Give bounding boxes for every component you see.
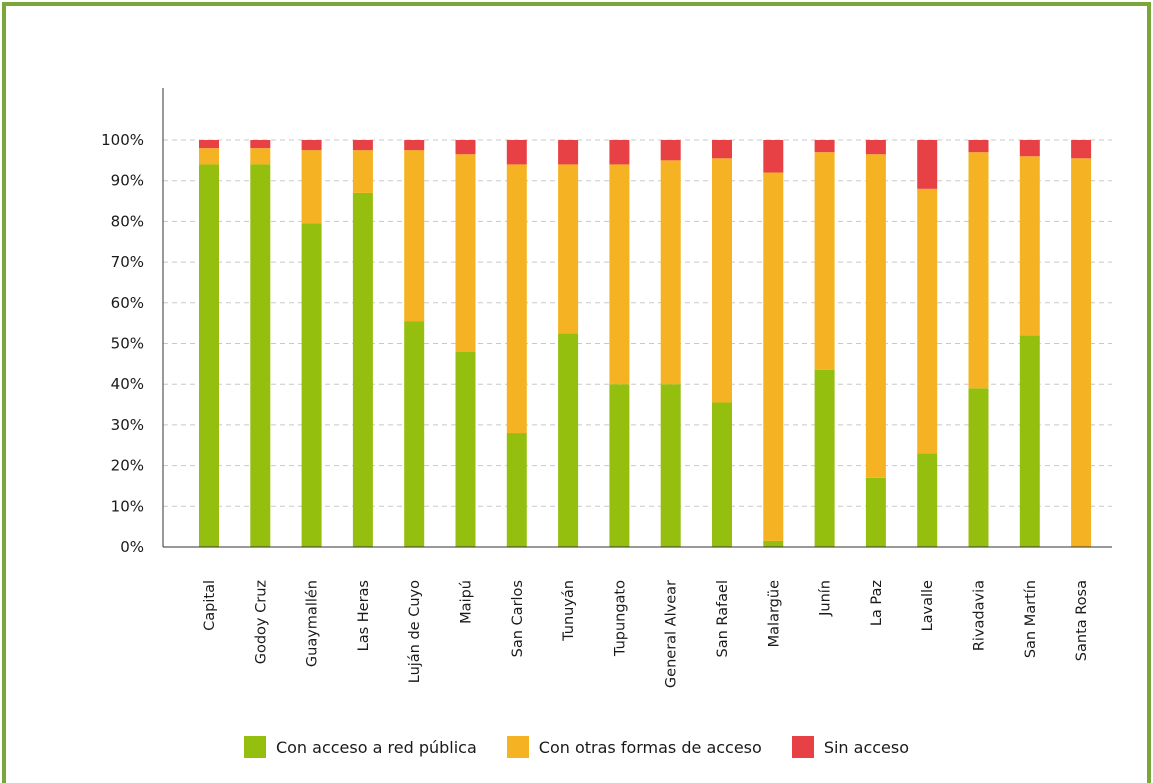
x-category-label: San Carlos <box>510 580 526 657</box>
bar-segment-other <box>404 150 425 322</box>
bar-segment-public <box>865 477 886 547</box>
bar-segment-none <box>404 140 425 151</box>
bar-segment-none <box>968 140 989 153</box>
y-tick-label: 80% <box>111 212 144 230</box>
bar-segment-other <box>1019 156 1040 336</box>
bar-segment-public <box>1019 335 1040 547</box>
legend-swatch-none <box>791 736 814 758</box>
x-category-label: Godoy Cruz <box>253 580 269 664</box>
bar-segment-public <box>250 164 271 548</box>
y-tick-label: 100% <box>101 131 144 149</box>
x-category-label: Guaymallén <box>305 580 321 667</box>
bar-segment-none <box>301 140 322 151</box>
bar-segment-other <box>968 152 989 389</box>
bar-segment-other <box>712 158 732 403</box>
bar-segment-other <box>865 154 886 478</box>
x-category-label: Junín <box>818 580 834 617</box>
bar-segment-other <box>660 160 681 385</box>
bar-segment-other <box>301 150 322 224</box>
bar-segment-none <box>763 140 784 173</box>
bar-segment-public <box>455 351 476 547</box>
bar-segment-none <box>865 140 886 155</box>
legend-swatch-other <box>506 736 529 758</box>
bar-segment-none <box>199 140 219 149</box>
y-tick-label: 30% <box>111 416 144 434</box>
axes <box>162 88 1112 548</box>
bar-segment-public <box>609 384 630 547</box>
y-tick-label: 90% <box>111 172 144 190</box>
legend-label-public: Con acceso a red pública <box>275 737 477 757</box>
bar-segment-none <box>250 140 271 149</box>
bar-segment-other <box>250 148 271 165</box>
bar-segment-other <box>199 148 219 165</box>
x-category-label: Luján de Cuyo <box>407 580 423 683</box>
bar-segment-none <box>1019 140 1040 157</box>
bar-segment-public <box>506 433 527 547</box>
x-axis-category-labels: Capital Godoy Cruz Guaymallén Las Heras Lujá… <box>202 580 1090 688</box>
bar-segment-none <box>660 140 681 161</box>
x-category-label: Capital <box>202 580 218 631</box>
bar-segment-none <box>455 140 476 155</box>
x-category-label: Tupungato <box>612 580 628 657</box>
bar-segment-public <box>814 369 835 547</box>
bar-segment-none <box>1071 140 1092 159</box>
x-category-label: Tunuyán <box>561 580 577 642</box>
y-tick-label: 20% <box>111 457 144 475</box>
bar-segment-public <box>763 540 784 547</box>
bar-segment-public <box>917 453 938 547</box>
bar-segment-public <box>660 384 681 547</box>
x-category-label: Lavalle <box>920 580 936 631</box>
y-tick-label: 40% <box>111 375 144 393</box>
legend-item-public: Con acceso a red pública <box>243 736 477 758</box>
legend-item-none: Sin acceso <box>791 736 910 758</box>
x-category-label: La Paz <box>869 580 885 626</box>
bar-segment-public <box>558 333 579 547</box>
bar-segment-other <box>506 164 527 434</box>
y-axis-tick-labels: 0% 10% 20% 30% 40% 50% 60% 70% 80% 90% 100% <box>101 131 144 556</box>
bar-segment-public <box>968 388 989 547</box>
bar-segment-none <box>814 140 835 153</box>
bar-segment-other <box>763 172 784 541</box>
x-category-label: Malargüe <box>766 580 782 647</box>
y-tick-label: 10% <box>111 497 144 515</box>
x-category-label: San Rafael <box>715 580 731 657</box>
x-category-label: Las Heras <box>356 580 372 651</box>
bar-segment-public <box>712 402 732 547</box>
bar-segment-public <box>301 223 322 547</box>
legend-item-other: Con otras formas de acceso <box>506 736 762 758</box>
x-category-label: San Martín <box>1023 580 1039 658</box>
x-category-label: Maipú <box>459 580 475 624</box>
bar-segment-public <box>352 192 373 547</box>
x-category-label: Rivadavia <box>972 580 988 651</box>
legend-swatch-public <box>243 736 266 758</box>
y-tick-label: 70% <box>111 253 144 271</box>
legend-label-none: Sin acceso <box>823 737 910 757</box>
legend-label-other: Con otras formas de acceso <box>538 737 762 757</box>
x-category-label: General Alvear <box>664 580 680 688</box>
bar-segment-none <box>917 140 938 189</box>
bar-segment-none <box>609 140 630 165</box>
bar-segment-other <box>609 164 630 385</box>
bar-segment-none <box>712 140 732 159</box>
bar-segment-other <box>814 152 835 370</box>
y-tick-label: 50% <box>111 335 144 353</box>
bar-segment-public <box>199 164 219 548</box>
bar-segment-other <box>917 188 938 454</box>
y-tick-label: 0% <box>120 538 144 556</box>
legend: Con acceso a red pública Con otras forma… <box>0 733 1153 761</box>
bar-segment-other <box>1071 158 1092 547</box>
bar-segment-none <box>506 140 527 165</box>
bar-segment-other <box>455 154 476 352</box>
x-category-label: Santa Rosa <box>1074 580 1090 661</box>
bar-segment-public <box>404 321 425 547</box>
y-tick-label: 60% <box>111 294 144 312</box>
bar-segment-other <box>558 164 579 334</box>
bar-segment-other <box>352 150 373 193</box>
bars <box>199 140 1092 548</box>
bar-segment-none <box>558 140 579 165</box>
bar-segment-none <box>352 140 373 151</box>
